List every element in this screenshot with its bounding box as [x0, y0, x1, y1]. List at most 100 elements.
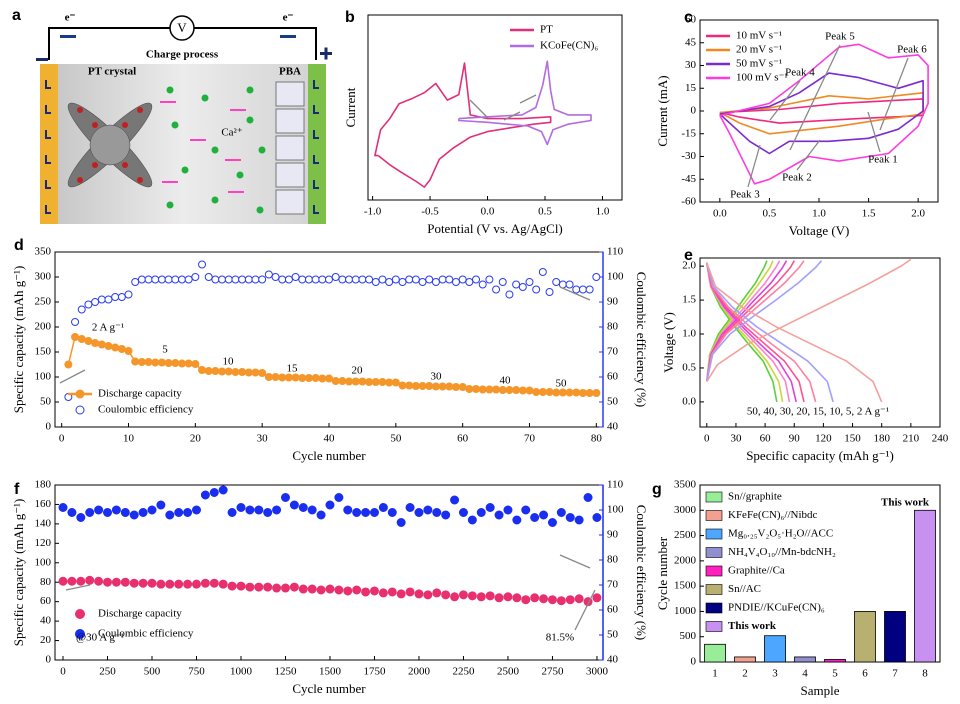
data-point	[547, 518, 557, 527]
y2-tick-label: 90	[607, 296, 619, 308]
data-point	[325, 275, 333, 284]
data-point	[552, 278, 561, 286]
data-point	[385, 378, 394, 387]
x-axis-label: Specific capacity (mAh g⁻¹)	[746, 448, 894, 463]
y-tick-label: 2500	[674, 529, 697, 541]
data-point	[574, 515, 584, 525]
data-point	[218, 275, 227, 284]
y-tick-label: 100	[35, 371, 52, 383]
electrode-hooks	[45, 80, 319, 214]
y-tick-label: 40	[40, 615, 52, 627]
data-point	[503, 592, 513, 602]
y-tick-label: 180	[35, 479, 52, 491]
data-point	[431, 382, 440, 391]
annotation: 81.5%	[546, 632, 574, 644]
x-tick-label: 1750	[363, 666, 386, 678]
data-point	[209, 578, 219, 588]
data-point	[171, 275, 180, 284]
data-point	[396, 518, 406, 527]
data-point	[345, 377, 354, 386]
y-tick-label: 60	[685, 14, 697, 26]
y-tick-label: 2.0	[682, 260, 696, 272]
data-point	[512, 593, 522, 603]
plot-frame	[367, 14, 623, 201]
data-point	[478, 280, 487, 289]
x-tick-label: 180	[873, 433, 890, 445]
data-point	[525, 386, 534, 395]
data-point	[358, 275, 367, 284]
data-point	[117, 293, 126, 301]
data-point	[71, 333, 80, 341]
data-point	[532, 285, 541, 294]
legend-label: 20 mV s⁻¹	[736, 44, 782, 56]
y2-tick-label: 50	[607, 396, 619, 408]
data-point	[385, 278, 394, 286]
y2-tick-label: 70	[607, 346, 619, 358]
y-tick-label: 0.5	[682, 361, 696, 373]
data-point	[338, 275, 347, 284]
annotation-arrow	[747, 144, 761, 188]
x-tick-label: 2500	[497, 666, 520, 678]
legend-swatch	[705, 510, 723, 521]
data-point	[76, 513, 86, 522]
data-point	[592, 273, 601, 281]
data-point	[156, 500, 166, 510]
data-point	[351, 377, 360, 386]
data-point	[558, 388, 567, 397]
data-point	[451, 278, 460, 286]
data-point	[71, 318, 80, 326]
data-point	[405, 275, 414, 284]
y-tick-label: 200	[35, 321, 52, 333]
data-point	[418, 278, 427, 286]
data-point	[505, 386, 514, 394]
x-tick-label: 5	[832, 668, 838, 680]
x-tick-label: 3	[772, 668, 778, 680]
data-point	[592, 593, 602, 603]
data-point	[238, 275, 247, 284]
data-point	[451, 383, 460, 391]
panel-letter: f	[14, 481, 20, 498]
x-tick-label: 1.0	[596, 206, 610, 218]
y-tick-label: 140	[35, 517, 52, 529]
y-tick-label: 1.0	[682, 328, 696, 340]
annotation-arrow	[789, 44, 841, 151]
y-axis-label: Voltage (V)	[661, 312, 676, 373]
data-point	[574, 594, 584, 604]
data-point	[578, 285, 587, 294]
data-point	[414, 589, 424, 599]
annotation-arrow	[503, 111, 521, 121]
data-point	[352, 508, 362, 517]
circuit-wire	[48, 27, 317, 60]
data-point	[137, 275, 146, 284]
y-tick-label: 80	[40, 576, 52, 588]
x-tick-label: 1250	[274, 666, 297, 678]
x-tick-label: 50	[390, 433, 402, 445]
annotation: 50, 40, 30, 20, 15, 10, 5, 2 A g⁻¹	[747, 406, 889, 418]
annotation-arrow	[769, 80, 801, 121]
electron-label: e⁻	[283, 12, 294, 24]
x-tick-label: 80	[591, 433, 603, 445]
data-point	[325, 374, 333, 383]
legend-swatch	[75, 389, 85, 399]
series-line	[706, 260, 834, 403]
data-point	[485, 275, 494, 284]
series-line	[719, 43, 929, 185]
legend-label: Graphite//Ca	[728, 565, 785, 577]
legend-swatch	[705, 491, 723, 503]
data-point	[512, 386, 521, 394]
data-point	[138, 508, 148, 517]
panel-letter: d	[14, 237, 24, 254]
y-tick-label: 20	[40, 634, 52, 646]
legend-swatch	[705, 547, 723, 558]
annotation: 20	[352, 365, 364, 377]
legend-label: 100 mV s⁻¹	[736, 72, 788, 84]
data-point	[124, 347, 133, 355]
data-point	[174, 579, 184, 589]
y-axis-label: Specific capacity (mAh g⁻¹)	[11, 266, 26, 414]
data-point	[304, 374, 313, 382]
data-point	[137, 358, 146, 366]
x-tick-label: 1000	[230, 666, 253, 678]
y2-tick-label: 110	[607, 479, 624, 491]
cathode-collector	[308, 64, 326, 224]
